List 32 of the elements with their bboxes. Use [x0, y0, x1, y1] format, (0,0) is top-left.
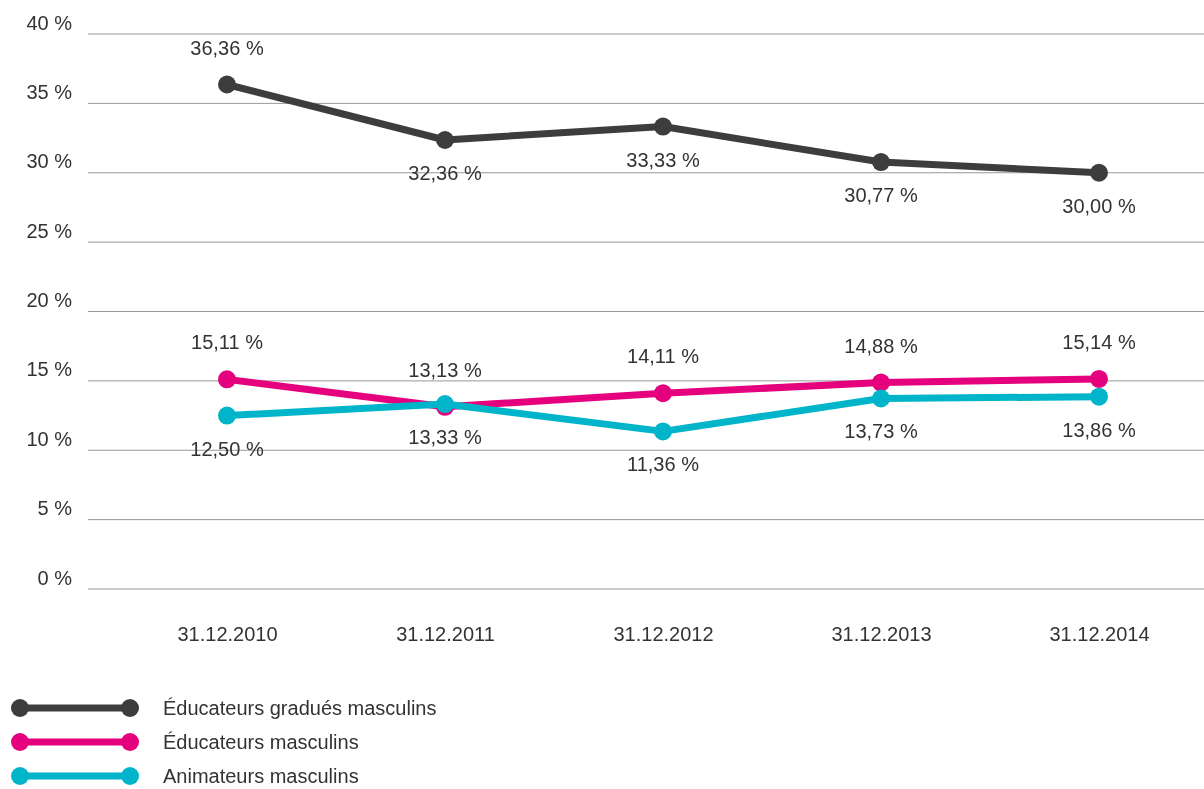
data-label: 14,88 %	[844, 334, 918, 357]
data-label: 13,33 %	[408, 426, 482, 449]
y-tick-label: 30 %	[26, 150, 73, 173]
data-label: 15,11 %	[191, 331, 264, 354]
y-tick-label: 40 %	[26, 11, 73, 34]
data-label: 33,33 %	[626, 148, 700, 171]
data-label: 13,13 %	[408, 358, 482, 381]
data-label: 30,00 %	[1062, 194, 1136, 217]
legend-label: Animateurs masculins	[163, 765, 359, 787]
y-tick-label: 20 %	[26, 289, 73, 311]
y-tick-label: 5 %	[37, 497, 73, 520]
legend-label: Éducateurs masculins	[163, 731, 359, 753]
data-label: 13,86 %	[1062, 418, 1136, 441]
x-tick-label: 31.12.2014	[1049, 623, 1150, 646]
data-label: 32,36 %	[408, 162, 482, 185]
x-tick-label: 31.12.2012	[613, 623, 714, 646]
legend-label: Éducateurs gradués masculins	[163, 697, 437, 719]
data-label: 11,36 %	[627, 453, 700, 476]
y-tick-label: 25 %	[26, 219, 73, 242]
x-tick-label: 31.12.2013	[831, 623, 932, 646]
y-tick-label: 15 %	[26, 358, 73, 381]
data-label: 12,50 %	[190, 437, 264, 460]
data-label: 30,77 %	[844, 184, 918, 207]
x-tick-label: 31.12.2011	[396, 623, 495, 646]
y-tick-label: 0 %	[37, 566, 73, 589]
y-tick-label: 35 %	[26, 80, 73, 103]
y-tick-label: 10 %	[26, 427, 73, 450]
data-label: 13,73 %	[844, 420, 918, 443]
data-label: 15,14 %	[1062, 330, 1136, 353]
x-tick-label: 31.12.2010	[177, 623, 278, 646]
data-label: 14,11 %	[627, 345, 700, 368]
data-label: 36,36 %	[190, 36, 264, 59]
